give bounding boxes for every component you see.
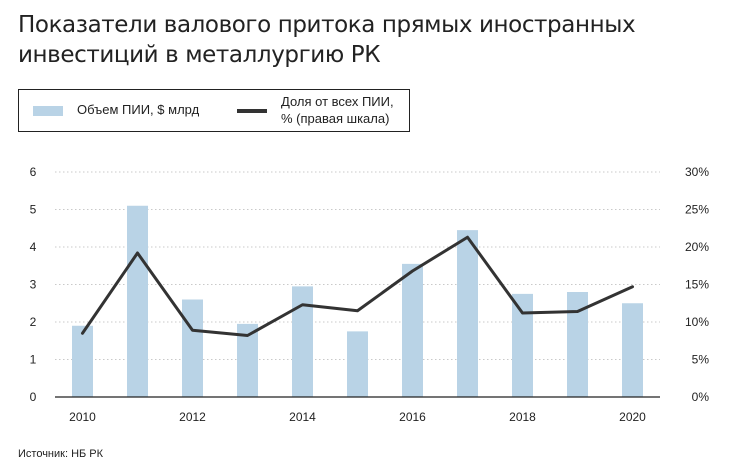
y-left-tick-label: 2: [30, 315, 37, 329]
line-series: [81, 235, 634, 337]
y-left-tick-label: 5: [30, 203, 37, 217]
bar: [622, 303, 643, 397]
source-note: Источник: НБ РК: [18, 448, 104, 460]
y-right-tick-label: 10%: [685, 315, 709, 329]
x-tick-label: 2010: [69, 410, 96, 424]
legend-bar-label: Объем ПИИ, $ млрд: [77, 102, 200, 117]
legend-line-swatch: [237, 109, 267, 113]
bar: [512, 293, 533, 397]
bar: [347, 331, 368, 397]
y-right-tick-label: 5%: [692, 353, 710, 367]
y-right-tick-label: 15%: [685, 278, 709, 292]
x-tick-label: 2012: [179, 410, 206, 424]
x-tick-label: 2014: [289, 410, 316, 424]
x-tick-label: 2018: [509, 410, 536, 424]
y-right-tick-label: 0%: [692, 390, 710, 404]
bar: [402, 263, 423, 397]
bar: [292, 286, 313, 397]
y-left-tick-label: 1: [30, 353, 37, 367]
bar: [567, 292, 588, 397]
y-left-tick-label: 3: [30, 278, 37, 292]
y-right-tick-label: 20%: [685, 240, 709, 254]
bar: [237, 323, 258, 397]
legend: Объем ПИИ, $ млрд Доля от всех ПИИ, % (п…: [18, 89, 410, 132]
bar: [72, 325, 93, 397]
y-right-tick-label: 30%: [685, 165, 709, 179]
x-tick-label: 2016: [399, 410, 426, 424]
bar: [182, 299, 203, 397]
bar: [457, 230, 478, 397]
legend-bar-swatch: [33, 106, 63, 116]
y-left-tick-label: 0: [30, 390, 37, 404]
y-left-tick-label: 6: [30, 165, 37, 179]
legend-line-label: Доля от всех ПИИ, % (правая шкала): [281, 94, 394, 126]
chart-title: Показатели валового притока прямых иност…: [18, 12, 636, 68]
y-right-tick-label: 25%: [685, 203, 709, 217]
y-left-tick-label: 4: [30, 240, 37, 254]
bar: [127, 205, 148, 397]
x-tick-label: 2020: [619, 410, 646, 424]
